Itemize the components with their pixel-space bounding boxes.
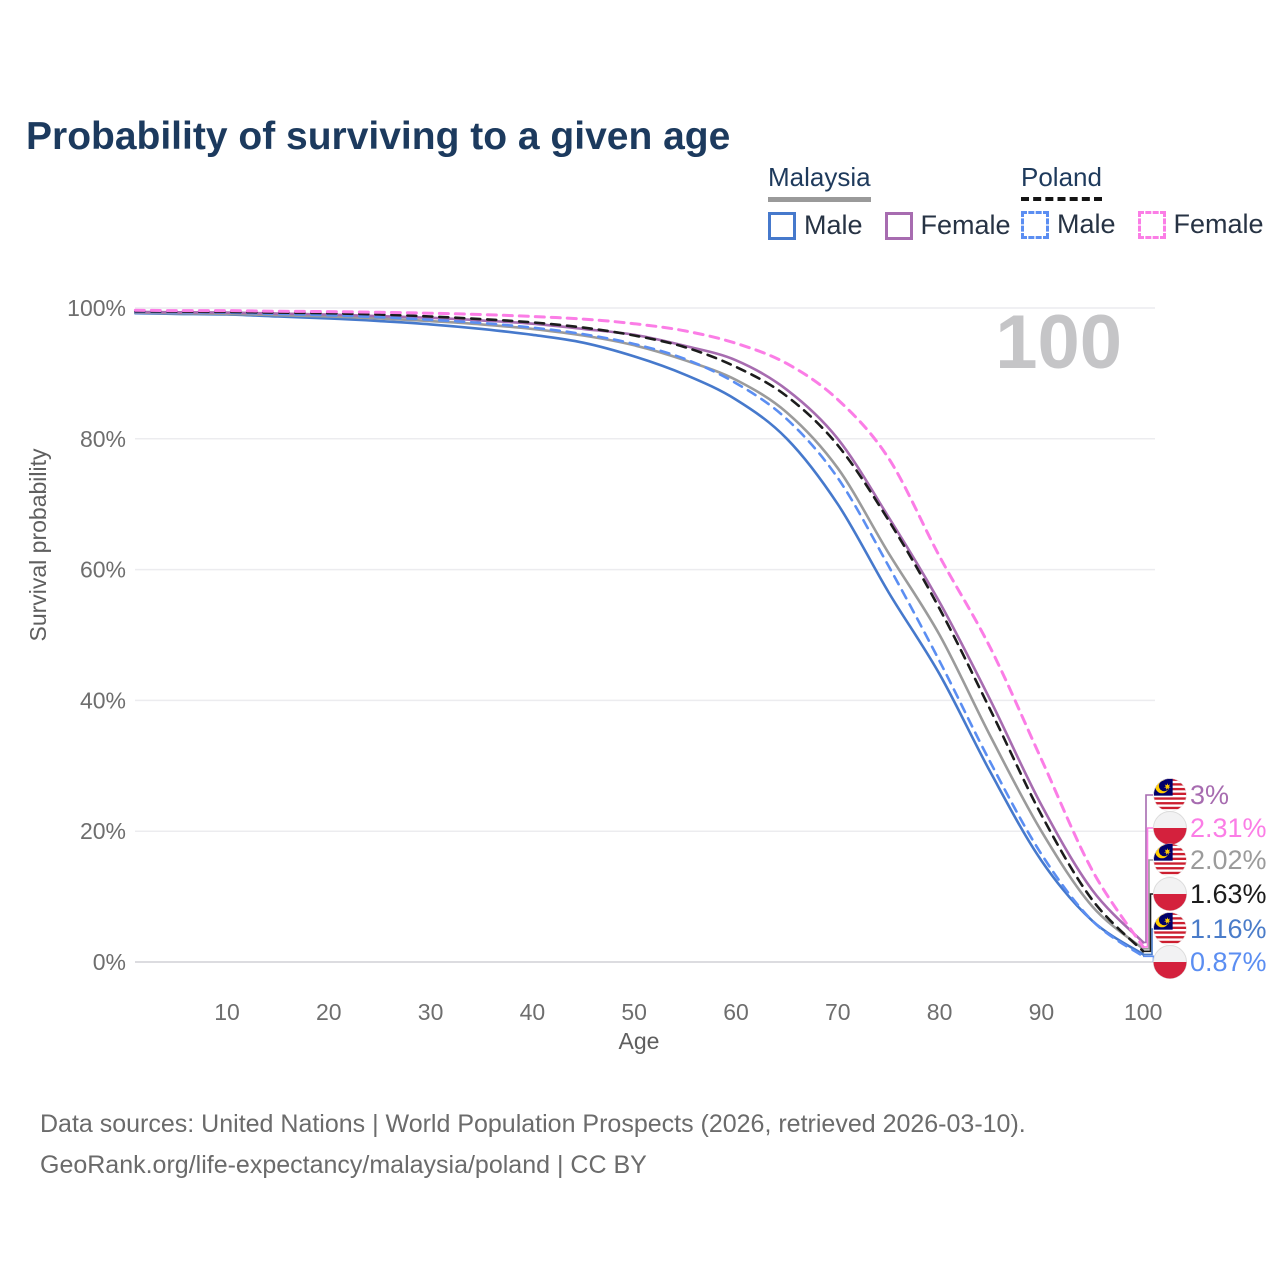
y-tick-label: 60%	[80, 557, 126, 583]
legend-item-malaysia-male[interactable]: Male	[768, 210, 863, 241]
footer-link-line[interactable]: GeoRank.org/life-expectancy/malaysia/pol…	[40, 1151, 647, 1179]
age-counter-watermark: 100	[995, 300, 1122, 385]
curve-malaysia-male	[134, 311, 1145, 956]
x-tick-label: 10	[214, 999, 240, 1025]
curve-poland-female	[133, 308, 1145, 949]
legend-label-malaysia-female: Female	[920, 210, 1011, 240]
legend-header-malaysia: Malaysia	[768, 162, 871, 202]
legend-group-malaysia: Malaysia Male Female	[768, 162, 1011, 241]
x-tick-label: 20	[316, 999, 342, 1025]
legend-group-poland: Poland Male Female	[1021, 162, 1264, 240]
legend-label-poland-female: Female	[1173, 209, 1264, 239]
end-label-value: 1.63%	[1190, 879, 1267, 909]
end-label-connector	[1143, 794, 1153, 944]
footer-sources-line: Data sources: United Nations | World Pop…	[40, 1110, 1026, 1138]
poland-female-swatch-icon	[1137, 210, 1166, 239]
curve-malaysia-female	[134, 310, 1145, 944]
end-label-connector	[1143, 928, 1153, 956]
end-label-value: 2.31%	[1190, 813, 1267, 843]
x-tick-label: 70	[825, 999, 851, 1025]
curve-poland-male	[134, 310, 1145, 958]
legend-item-malaysia-female[interactable]: Female	[884, 210, 1011, 241]
x-tick-label: 100	[1124, 999, 1162, 1025]
poland-male-swatch-icon	[1021, 210, 1049, 239]
end-label-value: 2.02%	[1190, 845, 1267, 875]
x-tick-label: 40	[520, 999, 546, 1025]
malaysia-flag-icon	[1153, 843, 1187, 877]
legend-item-poland-male[interactable]: Male	[1021, 209, 1116, 240]
end-label-connector	[1143, 827, 1153, 948]
y-tick-label: 40%	[80, 687, 126, 713]
end-label-value: 0.87%	[1190, 947, 1267, 977]
poland-flag-icon	[1153, 877, 1187, 911]
poland-flag-icon	[1153, 811, 1187, 845]
y-tick-label: 20%	[80, 818, 126, 844]
y-tick-label: 100%	[67, 295, 126, 321]
y-tick-label: 0%	[93, 949, 126, 975]
page-title: Probability of surviving to a given age	[26, 115, 731, 159]
curve-poland-both-sexes	[134, 309, 1145, 953]
end-label-value: 1.16%	[1190, 914, 1267, 944]
legend-item-poland-female[interactable]: Female	[1137, 209, 1264, 240]
malaysia-flag-icon	[1153, 912, 1187, 946]
x-tick-label: 30	[418, 999, 444, 1025]
y-tick-label: 80%	[80, 426, 126, 452]
curve-malaysia-both-sexes	[134, 311, 1145, 951]
end-label-connector	[1143, 893, 1153, 953]
x-tick-label: 60	[723, 999, 749, 1025]
legend-label-malaysia-male: Male	[804, 210, 863, 240]
survival-chart: 100 100% 80% 60% 40% 20% 0% 10 20 30 40 50 60 70 80 90…	[25, 295, 1267, 1054]
legend-label-poland-male: Male	[1057, 209, 1116, 239]
end-label-connector	[1143, 859, 1153, 950]
malaysia-male-swatch-icon	[768, 211, 796, 240]
x-axis-title: Age	[619, 1028, 660, 1054]
footer: Data sources: United Nations | World Pop…	[40, 1104, 1026, 1186]
end-label-value: 3%	[1190, 780, 1229, 810]
x-tick-label: 90	[1029, 999, 1055, 1025]
poland-flag-icon	[1153, 945, 1187, 979]
y-axis-title: Survival probability	[25, 448, 51, 642]
malaysia-female-swatch-icon	[884, 211, 913, 240]
legend-header-poland: Poland	[1021, 162, 1102, 201]
x-tick-label: 80	[927, 999, 953, 1025]
x-tick-label: 50	[621, 999, 647, 1025]
malaysia-flag-icon	[1153, 778, 1187, 812]
